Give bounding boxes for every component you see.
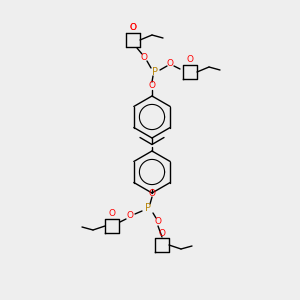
Text: P: P: [145, 203, 151, 213]
Text: O: O: [187, 56, 194, 64]
Text: O: O: [130, 23, 136, 32]
Text: O: O: [158, 229, 166, 238]
Text: O: O: [148, 188, 155, 197]
Text: O: O: [109, 209, 116, 218]
Text: O: O: [148, 82, 155, 91]
Text: O: O: [167, 59, 173, 68]
Text: O: O: [127, 212, 134, 220]
Text: P: P: [152, 67, 158, 77]
Text: O: O: [130, 23, 136, 32]
Text: O: O: [154, 218, 161, 226]
Text: O: O: [140, 53, 148, 62]
